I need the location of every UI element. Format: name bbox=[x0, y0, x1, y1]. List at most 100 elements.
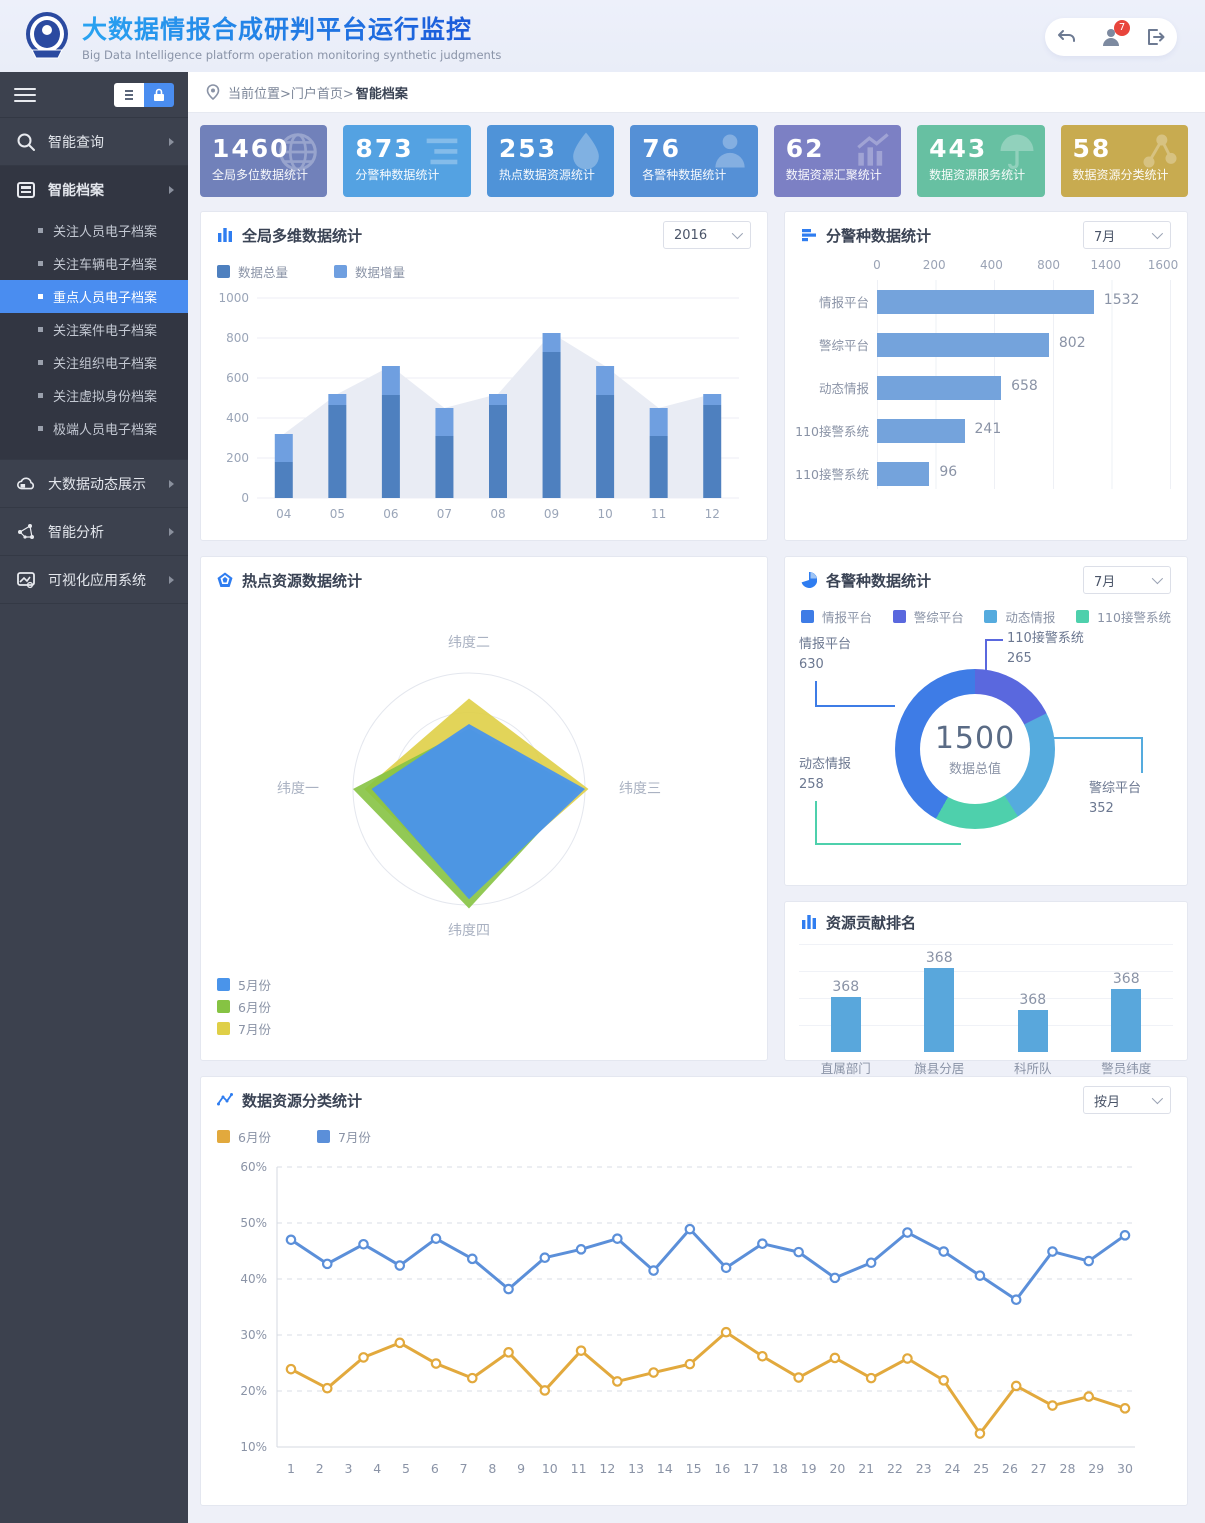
rank-label: 旗县分居 bbox=[914, 1061, 965, 1076]
stat-cards-row: 1460 全局多位数据统计 873 分警种数据统计 253 热点数据资源统计 7… bbox=[200, 125, 1188, 197]
legend-label: 情报平台 bbox=[822, 609, 873, 625]
legend-label: 5月份 bbox=[238, 977, 271, 993]
chevron-right-icon bbox=[169, 186, 174, 194]
list-mode-icon[interactable] bbox=[114, 82, 144, 107]
hamburger-icon[interactable] bbox=[14, 84, 36, 106]
sidebar-mode-toggle[interactable] bbox=[114, 82, 174, 107]
line-chart-svg: 60%50%40%30%20%10%1 2 3 4 5 6 7 8 9 10 11 12 13 14 15 1… bbox=[240, 1160, 1135, 1476]
sidebar-item-smart-analysis[interactable]: 智能分析 bbox=[0, 508, 188, 556]
sidebar: 智能查询 智能档案 关注人员电子档案 关注车辆电子档案 重点人员电子档案 关注案… bbox=[0, 72, 188, 1523]
line-chart: 60% 50% 40% 30% 20% 10% 1 2 3 4 5 6 7 8 9 10 11 12 13 14 15 1… bbox=[201, 1149, 1187, 1493]
hbar-row: 情报平台 1532 bbox=[785, 280, 1179, 323]
stacked-bar-chart: 0 200 400 600 800 1000 04 05 06 07 08 09 10 11 12 bbox=[201, 284, 767, 532]
chevron-right-icon bbox=[169, 137, 174, 146]
period-dropdown[interactable]: 按月 bbox=[1083, 1086, 1171, 1114]
stat-card-service[interactable]: 443 数据资源服务统计 bbox=[917, 125, 1045, 197]
stat-card-police-type[interactable]: 873 分警种数据统计 bbox=[343, 125, 471, 197]
breadcrumb-prefix: 当前位置 bbox=[228, 86, 281, 102]
svg-text:纬度四: 纬度四 bbox=[448, 923, 490, 939]
legend-label: 7月份 bbox=[337, 1129, 371, 1145]
sidebar-subitem[interactable]: 极端人员电子档案 bbox=[0, 412, 188, 445]
sidebar-subitem[interactable]: 关注人员电子档案 bbox=[0, 214, 188, 247]
share-icon bbox=[1143, 134, 1177, 168]
logout-icon[interactable] bbox=[1145, 27, 1165, 47]
year-dropdown[interactable]: 2016 bbox=[663, 221, 751, 249]
svg-text:0: 0 bbox=[241, 491, 249, 505]
pie-chart-icon bbox=[801, 572, 817, 588]
subitem-label: 关注虚拟身份档案 bbox=[53, 390, 158, 405]
lock-icon[interactable] bbox=[144, 82, 174, 107]
donut-center: 1500 数据总值 bbox=[920, 694, 1030, 804]
rank-label: 科所队 bbox=[1013, 1061, 1052, 1076]
sidebar-subitem[interactable]: 关注虚拟身份档案 bbox=[0, 379, 188, 412]
svg-text:14: 14 bbox=[657, 1461, 673, 1476]
stat-card-aggregate[interactable]: 62 数据资源汇聚统计 bbox=[773, 125, 902, 197]
svg-text:50%: 50% bbox=[240, 1216, 267, 1230]
svg-text:26: 26 bbox=[1002, 1461, 1018, 1476]
svg-text:25: 25 bbox=[973, 1461, 989, 1476]
rank-bar-chart: 368 368 368 368 bbox=[799, 944, 1173, 1052]
month-dropdown[interactable]: 7月 bbox=[1083, 221, 1171, 249]
dropdown-value: 7月 bbox=[1094, 229, 1116, 245]
dropdown-value: 2016 bbox=[674, 227, 708, 243]
stat-card-each-police[interactable]: 76 各警种数据统计 bbox=[630, 125, 758, 197]
rank-label: 警员纬度 bbox=[1101, 1061, 1152, 1076]
sidebar-item-smart-search[interactable]: 智能查询 bbox=[0, 118, 188, 166]
user-icon[interactable]: 7 bbox=[1101, 20, 1130, 47]
stat-value: 443 bbox=[929, 134, 988, 163]
bar-chart-icon bbox=[802, 915, 816, 929]
callout-line bbox=[1053, 737, 1143, 773]
sidebar-subitem[interactable]: 关注组织电子档案 bbox=[0, 346, 188, 379]
svg-text:11: 11 bbox=[571, 1461, 587, 1476]
svg-text:60%: 60% bbox=[240, 1160, 267, 1174]
stat-value: 58 bbox=[1072, 134, 1112, 163]
chart-icon bbox=[857, 133, 889, 166]
undo-icon[interactable] bbox=[1057, 27, 1077, 47]
sidebar-item-visual-apps[interactable]: 可视化应用系统 bbox=[0, 556, 188, 604]
x-tick: 1400 bbox=[1090, 258, 1122, 272]
sidebar-item-bigdata-display[interactable]: 大数据动态展示 bbox=[0, 460, 188, 508]
stat-value: 873 bbox=[355, 134, 414, 163]
legend-label: 数据总量 bbox=[238, 264, 289, 280]
month-dropdown[interactable]: 7月 bbox=[1083, 566, 1171, 594]
svg-text:12: 12 bbox=[599, 1461, 615, 1476]
sidebar-subitem[interactable]: 关注车辆电子档案 bbox=[0, 247, 188, 280]
panel-title: 数据资源分类统计 bbox=[242, 1091, 363, 1110]
svg-text:纬度一: 纬度一 bbox=[277, 781, 319, 797]
stat-card-classify[interactable]: 58 数据资源分类统计 bbox=[1060, 125, 1188, 197]
svg-text:2: 2 bbox=[316, 1461, 324, 1476]
svg-text:4: 4 bbox=[373, 1461, 381, 1476]
panel-radar: 热点资源数据统计 纬度二 纬度三 纬度四 纬度一 5月份 6月份 7月份 bbox=[200, 556, 768, 1061]
chevron-right-icon bbox=[169, 575, 174, 584]
stat-label: 各警种数据统计 bbox=[642, 167, 727, 182]
svg-text:9: 9 bbox=[517, 1461, 525, 1476]
hbar-row: 110接警系统 241 bbox=[785, 409, 1179, 452]
svg-text:600: 600 bbox=[226, 371, 249, 385]
x-tick: 1600 bbox=[1147, 258, 1179, 272]
svg-text:10: 10 bbox=[542, 1461, 558, 1476]
stat-value: 62 bbox=[785, 134, 825, 163]
person-icon bbox=[715, 134, 745, 168]
svg-text:24: 24 bbox=[944, 1461, 960, 1476]
svg-text:19: 19 bbox=[801, 1461, 817, 1476]
breadcrumb-mid[interactable]: >门户首页> bbox=[280, 86, 354, 102]
subitem-label: 关注人员电子档案 bbox=[53, 225, 158, 240]
stat-card-hotspot[interactable]: 253 热点数据资源统计 bbox=[486, 125, 615, 197]
stat-card-global[interactable]: 1460 全局多位数据统计 bbox=[200, 125, 328, 197]
panel-rank: 资源贡献排名 368 368 368 368 直属部门 旗县分居 科所队 警员纬度 bbox=[784, 901, 1188, 1076]
dropdown-value: 7月 bbox=[1094, 574, 1116, 590]
svg-text:400: 400 bbox=[226, 411, 249, 425]
subitem-label: 极端人员电子档案 bbox=[53, 423, 158, 438]
callout-line bbox=[985, 639, 1003, 685]
hbar-chart-icon bbox=[802, 229, 816, 242]
sidebar-item-smart-archive[interactable]: 智能档案 bbox=[0, 166, 188, 214]
chevron-down-icon bbox=[1151, 227, 1164, 240]
list-icon bbox=[426, 138, 458, 165]
donut-legend: 情报平台 警综平台 动态情报 110接警系统 bbox=[785, 603, 1187, 629]
svg-text:30: 30 bbox=[1117, 1461, 1133, 1476]
stat-label: 全局多位数据统计 bbox=[212, 167, 309, 182]
sidebar-subitem[interactable]: 关注案件电子档案 bbox=[0, 313, 188, 346]
chevron-down-icon bbox=[1151, 1092, 1164, 1105]
x-tick: 200 bbox=[922, 258, 946, 272]
sidebar-subitem-active[interactable]: 重点人员电子档案 bbox=[0, 280, 188, 313]
